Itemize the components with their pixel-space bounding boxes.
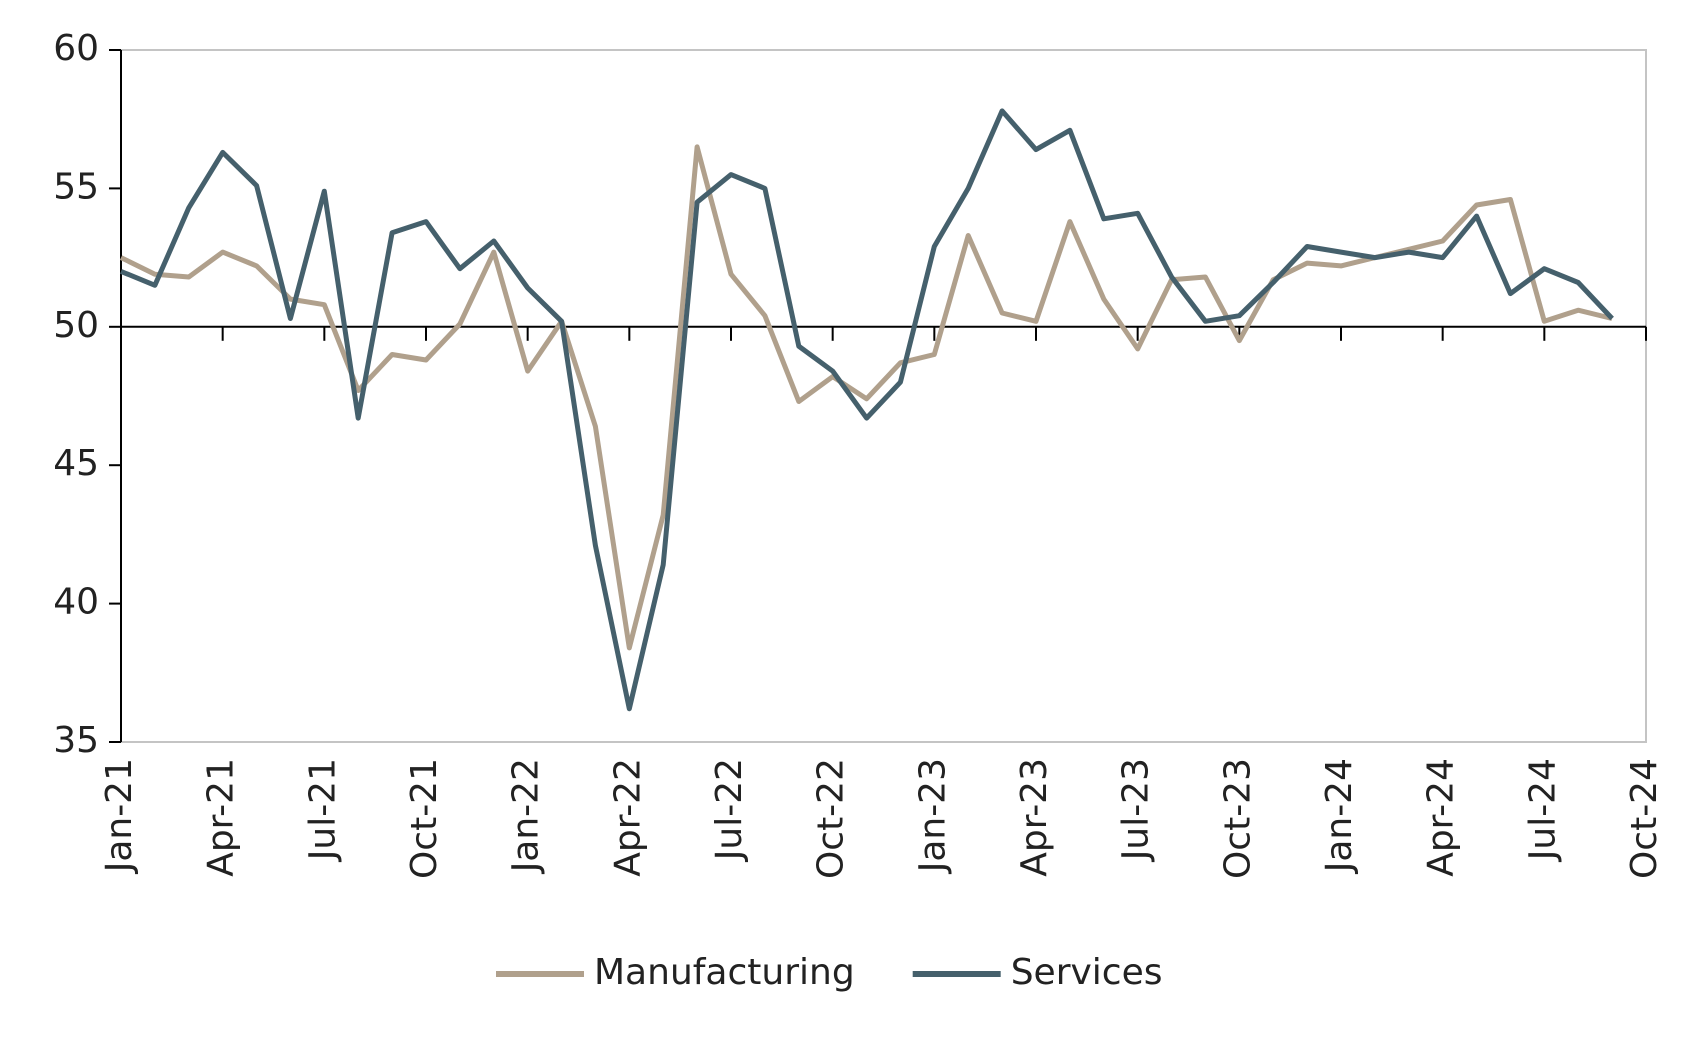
legend-label: Manufacturing bbox=[594, 952, 855, 993]
x-tick-label: Jan-22 bbox=[506, 758, 547, 874]
y-tick-label: 35 bbox=[53, 720, 99, 761]
series-line bbox=[119, 144, 1613, 651]
x-tick-label: Jul-22 bbox=[709, 758, 750, 862]
x-tick-label: Apr-24 bbox=[1421, 758, 1462, 877]
x-tick-label: Oct-22 bbox=[811, 758, 852, 879]
x-tick-label: Jul-23 bbox=[1116, 758, 1157, 862]
x-tick-label: Jan-24 bbox=[1319, 758, 1360, 874]
y-tick-label: 50 bbox=[53, 305, 99, 346]
y-tick-label: 60 bbox=[53, 28, 99, 69]
series-line bbox=[120, 108, 1614, 712]
x-tick-label: Jul-24 bbox=[1522, 758, 1563, 862]
x-tick-label: Apr-23 bbox=[1014, 758, 1055, 877]
x-tick-label: Oct-24 bbox=[1624, 758, 1665, 879]
x-tick-label: Apr-21 bbox=[201, 758, 242, 877]
x-tick-label: Apr-22 bbox=[607, 758, 648, 877]
plot-frame bbox=[120, 49, 1647, 743]
x-tick-label: Jan-23 bbox=[912, 758, 953, 874]
x-tick-label: Jan-21 bbox=[99, 758, 140, 874]
x-tick-label: Oct-21 bbox=[404, 758, 445, 879]
y-tick-label: 45 bbox=[53, 443, 99, 484]
y-tick-label: 40 bbox=[53, 582, 99, 623]
y-tick-label: 55 bbox=[53, 166, 99, 207]
x-tick-label: Oct-23 bbox=[1217, 758, 1258, 879]
x-tick-label: Jul-21 bbox=[302, 758, 343, 862]
legend-label: Services bbox=[1011, 952, 1163, 993]
